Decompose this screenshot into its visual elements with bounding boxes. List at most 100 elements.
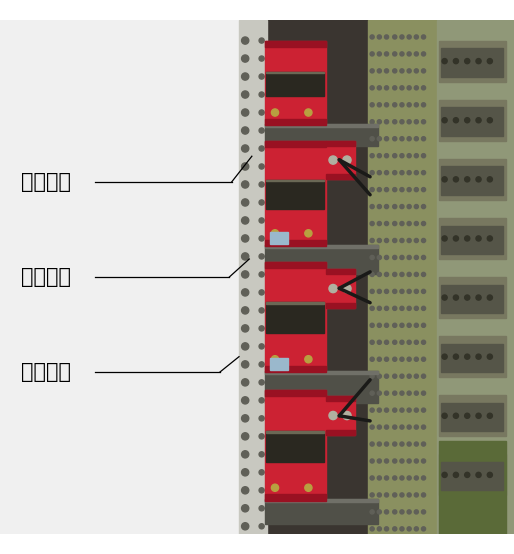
Circle shape bbox=[329, 156, 337, 164]
Circle shape bbox=[370, 442, 374, 446]
Circle shape bbox=[370, 357, 374, 361]
Circle shape bbox=[407, 340, 411, 345]
Bar bbox=[265, 390, 326, 501]
Circle shape bbox=[259, 398, 264, 403]
Circle shape bbox=[370, 238, 374, 243]
Circle shape bbox=[487, 117, 492, 123]
Circle shape bbox=[305, 356, 312, 363]
Circle shape bbox=[414, 188, 418, 192]
Circle shape bbox=[384, 340, 389, 345]
Circle shape bbox=[377, 69, 381, 73]
Bar bbox=[326, 174, 355, 179]
Circle shape bbox=[259, 416, 264, 421]
Circle shape bbox=[400, 340, 404, 345]
Circle shape bbox=[407, 171, 411, 175]
Circle shape bbox=[453, 177, 458, 182]
Circle shape bbox=[465, 177, 470, 182]
Bar bbox=[265, 390, 326, 396]
Circle shape bbox=[407, 289, 411, 294]
Circle shape bbox=[476, 177, 481, 182]
Bar bbox=[439, 395, 506, 437]
Bar bbox=[266, 302, 324, 334]
Circle shape bbox=[393, 171, 397, 175]
Circle shape bbox=[305, 109, 312, 116]
Circle shape bbox=[465, 117, 470, 123]
Circle shape bbox=[377, 222, 381, 225]
Circle shape bbox=[421, 527, 426, 531]
Circle shape bbox=[393, 306, 397, 310]
Circle shape bbox=[259, 56, 264, 61]
Circle shape bbox=[259, 470, 264, 475]
Circle shape bbox=[400, 425, 404, 429]
Circle shape bbox=[476, 59, 481, 64]
Circle shape bbox=[421, 153, 426, 158]
Circle shape bbox=[453, 59, 458, 64]
Circle shape bbox=[242, 397, 249, 404]
Circle shape bbox=[407, 69, 411, 73]
Bar bbox=[441, 285, 503, 313]
Circle shape bbox=[384, 408, 389, 412]
Circle shape bbox=[393, 255, 397, 259]
Circle shape bbox=[377, 289, 381, 294]
Circle shape bbox=[400, 493, 404, 497]
Circle shape bbox=[329, 284, 337, 293]
Circle shape bbox=[370, 527, 374, 531]
Circle shape bbox=[400, 238, 404, 243]
Circle shape bbox=[442, 295, 447, 300]
Circle shape bbox=[400, 35, 404, 39]
Bar bbox=[265, 499, 378, 524]
Circle shape bbox=[400, 459, 404, 463]
Circle shape bbox=[442, 473, 447, 478]
Circle shape bbox=[407, 204, 411, 209]
Bar bbox=[441, 167, 503, 195]
Circle shape bbox=[400, 442, 404, 446]
Circle shape bbox=[242, 451, 249, 458]
Circle shape bbox=[242, 55, 249, 62]
Circle shape bbox=[370, 255, 374, 259]
Circle shape bbox=[407, 255, 411, 259]
Circle shape bbox=[384, 204, 389, 209]
Circle shape bbox=[453, 295, 458, 300]
Circle shape bbox=[370, 374, 374, 378]
Circle shape bbox=[384, 137, 389, 141]
Circle shape bbox=[242, 163, 249, 170]
Circle shape bbox=[407, 306, 411, 310]
Circle shape bbox=[259, 452, 264, 457]
Bar bbox=[441, 48, 503, 76]
Circle shape bbox=[377, 120, 381, 124]
Circle shape bbox=[242, 127, 249, 134]
Circle shape bbox=[242, 505, 249, 512]
Circle shape bbox=[400, 52, 404, 56]
Circle shape bbox=[384, 442, 389, 446]
Circle shape bbox=[407, 374, 411, 378]
Circle shape bbox=[370, 391, 374, 395]
Circle shape bbox=[414, 340, 418, 345]
Bar bbox=[326, 269, 355, 274]
Circle shape bbox=[414, 425, 418, 429]
Circle shape bbox=[414, 222, 418, 225]
Circle shape bbox=[384, 188, 389, 192]
Circle shape bbox=[242, 325, 249, 332]
Bar bbox=[439, 218, 506, 259]
Circle shape bbox=[377, 408, 381, 412]
Circle shape bbox=[242, 145, 249, 152]
Circle shape bbox=[377, 442, 381, 446]
Circle shape bbox=[259, 524, 264, 529]
Bar bbox=[439, 336, 506, 377]
Bar bbox=[265, 240, 326, 246]
Circle shape bbox=[242, 91, 249, 98]
Circle shape bbox=[259, 92, 264, 97]
Bar bbox=[265, 124, 378, 146]
Circle shape bbox=[377, 188, 381, 192]
Circle shape bbox=[400, 306, 404, 310]
Circle shape bbox=[384, 510, 389, 514]
Circle shape bbox=[370, 493, 374, 497]
Circle shape bbox=[407, 52, 411, 56]
Circle shape bbox=[329, 412, 337, 419]
Circle shape bbox=[400, 527, 404, 531]
Circle shape bbox=[393, 527, 397, 531]
Circle shape bbox=[421, 52, 426, 56]
Circle shape bbox=[400, 273, 404, 276]
Circle shape bbox=[370, 52, 374, 56]
Circle shape bbox=[271, 484, 279, 491]
